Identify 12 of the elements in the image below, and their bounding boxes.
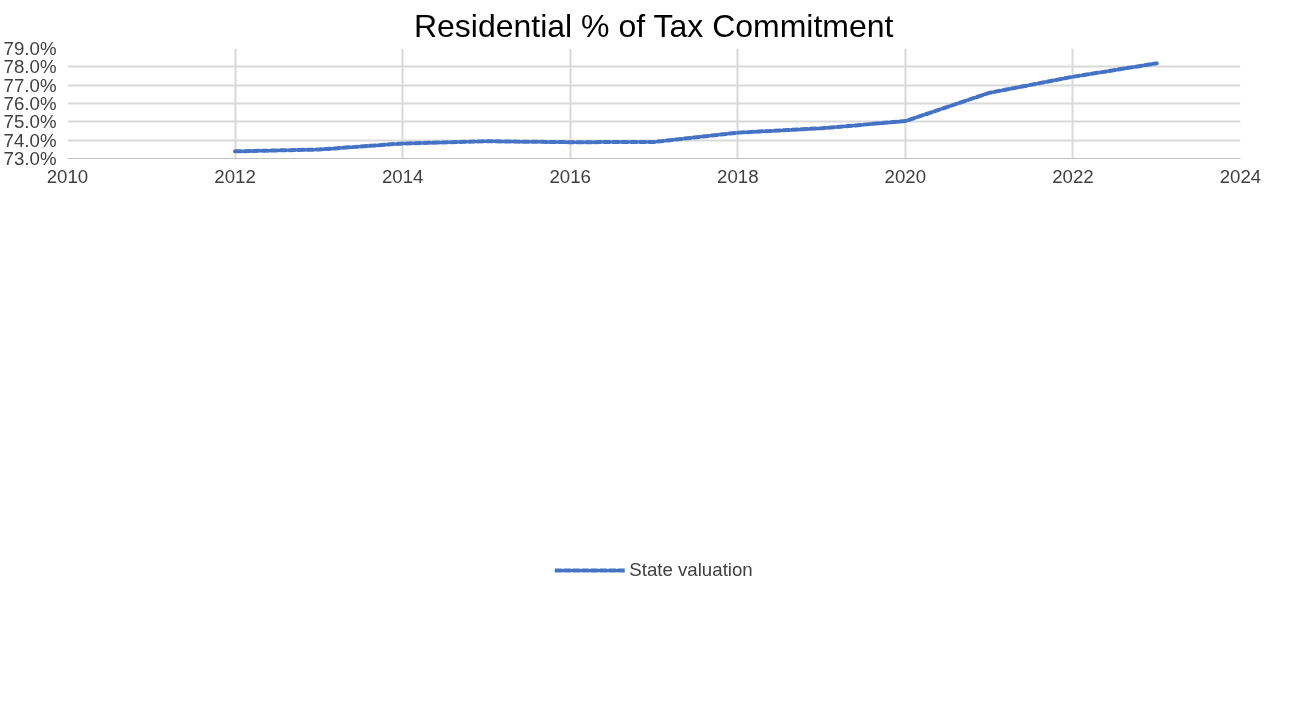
x-tick-label: 2014 (381, 165, 424, 187)
line-series (233, 61, 1159, 154)
x-tick-label: 2016 (549, 165, 591, 187)
x-tick-label: 2018 (717, 165, 759, 187)
y-tick-label: 79.0% (3, 38, 57, 59)
x-tick-label: 2024 (1219, 165, 1262, 187)
x-tick-label: 2012 (214, 165, 256, 187)
y-tick-label: 76.0% (3, 93, 57, 114)
x-tick-label: 2020 (884, 165, 927, 187)
chart-title: Residential % of Tax Commitment (413, 7, 894, 44)
legend-label: State valuation (629, 558, 753, 581)
x-tick-label: 2022 (1052, 165, 1094, 187)
